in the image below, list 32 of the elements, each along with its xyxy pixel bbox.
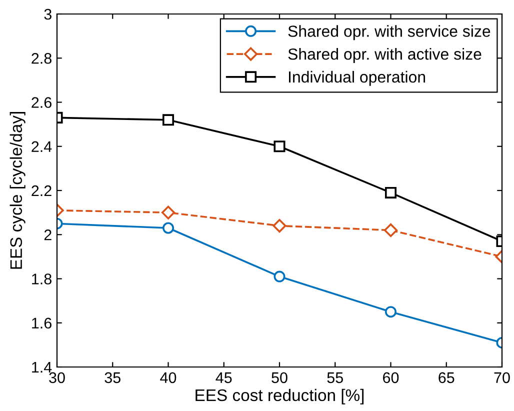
x-tick-label: 45 [216, 372, 232, 384]
x-tick-label: 70 [494, 372, 510, 384]
point [272, 219, 286, 233]
y-tick-label: 2.4 [32, 141, 52, 152]
x-tick-label: 40 [160, 372, 176, 384]
y-tick-label: 1.4 [32, 362, 52, 373]
point [384, 186, 397, 198]
x-tick-label: 60 [383, 372, 399, 384]
y-tick-label: 2.8 [32, 52, 52, 64]
y-tick-label: 1.8 [32, 274, 52, 284]
point [274, 140, 286, 152]
point [162, 222, 174, 234]
y-tick-label: 1.6 [32, 318, 52, 329]
y-axis-title: EES cycle [cycle/day] [10, 112, 26, 269]
point [384, 223, 398, 238]
x-tick-label: 35 [104, 372, 120, 384]
x-axis-title: EES cost reduction [%] [196, 388, 364, 404]
y-tick-label: 2.2 [32, 185, 52, 196]
point [274, 270, 286, 282]
legend-label: Individual operation [289, 70, 426, 86]
point [161, 206, 176, 220]
x-tick-label: 30 [49, 372, 65, 384]
y-tick-label: 2.6 [32, 97, 52, 108]
legend-label: Shared opr. with active size [288, 48, 482, 63]
y-tick-label: 3 [44, 8, 52, 20]
y-tick-label: 2 [44, 229, 52, 240]
x-tick-label: 65 [438, 372, 454, 384]
point [162, 114, 174, 126]
point [384, 306, 397, 318]
x-tick-label: 50 [272, 372, 288, 384]
legend-label: Shared opr. with service size [288, 25, 490, 40]
x-tick-label: 55 [327, 372, 343, 384]
